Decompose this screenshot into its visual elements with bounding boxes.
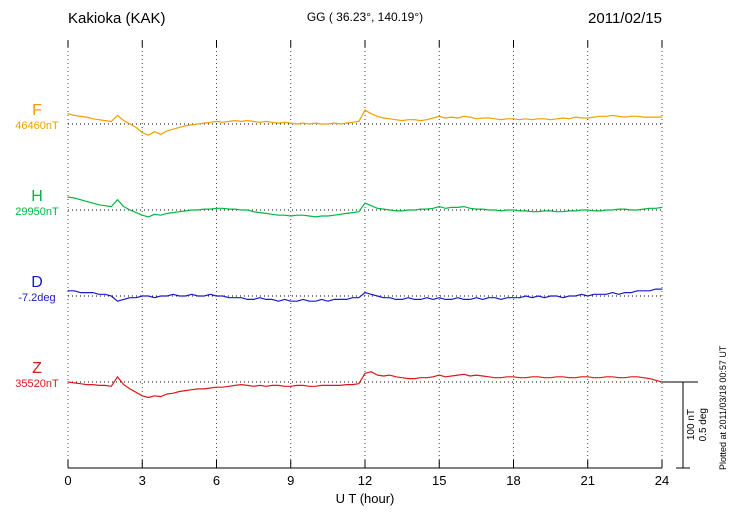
x-tick-label-18: 18 [506,473,520,488]
x-tick-label-3: 3 [139,473,146,488]
series-baseline-D: -7.2deg [18,292,56,304]
plot-date: 2011/02/15 [588,10,662,27]
series-letter-F: F [32,102,42,119]
station-coordinates: GG ( 36.23°, 140.19°) [306,10,424,24]
series-baseline-Z: 35520nT [15,378,59,390]
x-tick-label-24: 24 [655,473,669,488]
x-tick-label-12: 12 [358,473,372,488]
series-label-D: D -7.2deg [6,274,68,305]
trace-F [67,109,663,136]
plotted-at-note: Plotted at 2011/03/18 00:57 UT [718,345,728,470]
trace-D [67,288,663,302]
x-axis-title: U T (hour) [335,491,395,506]
x-tick-label-15: 15 [432,473,446,488]
series-label-F: F 46460nT [6,102,68,133]
series-baseline-F: 46460nT [15,120,59,132]
scale-bar-nt-label: 100 nT [686,409,697,441]
series-label-H: H 29950nT [6,188,68,219]
trace-Z [67,371,663,399]
x-tick-label-6: 6 [213,473,220,488]
x-tick-label-9: 9 [287,473,294,488]
station-title: Kakioka (KAK) [68,10,166,27]
x-tick-label-0: 0 [64,473,71,488]
scale-bar-labels: 100 nT 0.5 deg [686,383,710,467]
series-label-Z: Z 35520nT [6,360,68,391]
series-letter-Z: Z [32,360,42,377]
scale-bar-deg-label: 0.5 deg [698,408,709,442]
x-tick-label-21: 21 [581,473,595,488]
series-baseline-H: 29950nT [15,206,59,218]
trace-H [67,196,663,218]
series-letter-D: D [31,274,43,291]
series-letter-H: H [31,188,43,205]
